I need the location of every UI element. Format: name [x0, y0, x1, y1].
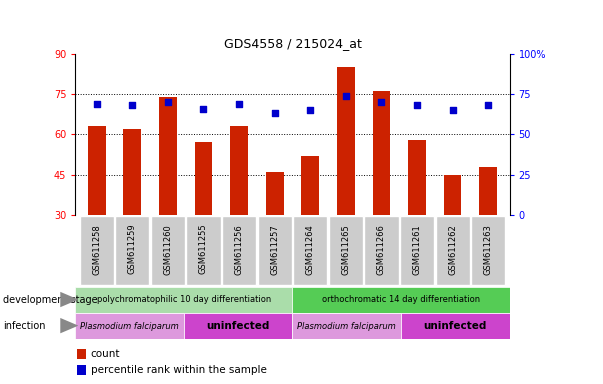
Point	[198, 106, 208, 112]
Bar	[124, 129, 141, 215]
Bar	[77, 365, 86, 375]
Text: percentile rank within the sample: percentile rank within the sample	[90, 365, 267, 375]
Bar	[80, 217, 114, 285]
Bar	[400, 217, 434, 285]
Text: count: count	[90, 349, 120, 359]
Text: infection: infection	[3, 321, 45, 331]
Text: GSM611266: GSM611266	[377, 224, 386, 275]
Bar	[186, 217, 221, 285]
Polygon shape	[60, 318, 78, 333]
Text: uninfected: uninfected	[206, 321, 270, 331]
Text: GSM611257: GSM611257	[270, 224, 279, 275]
Bar	[471, 217, 505, 285]
Text: GSM611256: GSM611256	[235, 224, 244, 275]
Text: GSM611265: GSM611265	[341, 224, 350, 275]
Bar	[329, 217, 363, 285]
Text: uninfected: uninfected	[423, 321, 487, 331]
Polygon shape	[60, 292, 78, 307]
Bar	[408, 140, 426, 215]
Point	[377, 99, 387, 105]
Point	[127, 102, 137, 108]
Bar	[195, 142, 212, 215]
Text: GSM611260: GSM611260	[163, 224, 172, 275]
Bar	[222, 217, 256, 285]
Text: GSM611255: GSM611255	[199, 224, 208, 275]
Bar	[337, 67, 355, 215]
Text: Plasmodium falciparum: Plasmodium falciparum	[80, 321, 179, 331]
Bar	[75, 313, 184, 339]
Bar	[257, 217, 292, 285]
Point	[163, 99, 172, 105]
Bar	[293, 217, 327, 285]
Bar	[159, 97, 177, 215]
Bar	[115, 217, 150, 285]
Text: GSM611259: GSM611259	[128, 224, 137, 275]
Text: GSM611263: GSM611263	[484, 224, 493, 275]
Bar	[266, 172, 283, 215]
Bar	[444, 175, 461, 215]
Text: GSM611261: GSM611261	[412, 224, 421, 275]
Text: GSM611262: GSM611262	[448, 224, 457, 275]
Point	[234, 101, 244, 107]
Point	[484, 102, 493, 108]
Text: Plasmodium falciparum: Plasmodium falciparum	[297, 321, 396, 331]
Bar	[88, 126, 106, 215]
Point	[412, 102, 422, 108]
Bar	[435, 217, 470, 285]
Bar	[302, 156, 319, 215]
Bar	[292, 313, 401, 339]
Point	[306, 107, 315, 113]
Point	[341, 93, 351, 99]
Text: orthochromatic 14 day differentiation: orthochromatic 14 day differentiation	[322, 295, 480, 305]
Bar	[75, 287, 292, 313]
Text: GSM611264: GSM611264	[306, 224, 315, 275]
Text: GSM611258: GSM611258	[92, 224, 101, 275]
Bar	[479, 167, 497, 215]
Point	[448, 107, 458, 113]
Bar	[230, 126, 248, 215]
Title: GDS4558 / 215024_at: GDS4558 / 215024_at	[224, 37, 361, 50]
Text: development stage: development stage	[3, 295, 98, 305]
Bar	[77, 349, 86, 359]
Bar	[184, 313, 292, 339]
Text: polychromatophilic 10 day differentiation: polychromatophilic 10 day differentiatio…	[97, 295, 271, 305]
Bar	[151, 217, 185, 285]
Point	[270, 110, 279, 116]
Bar	[401, 313, 510, 339]
Bar	[373, 91, 390, 215]
Bar	[292, 287, 510, 313]
Bar	[364, 217, 399, 285]
Point	[92, 101, 101, 107]
